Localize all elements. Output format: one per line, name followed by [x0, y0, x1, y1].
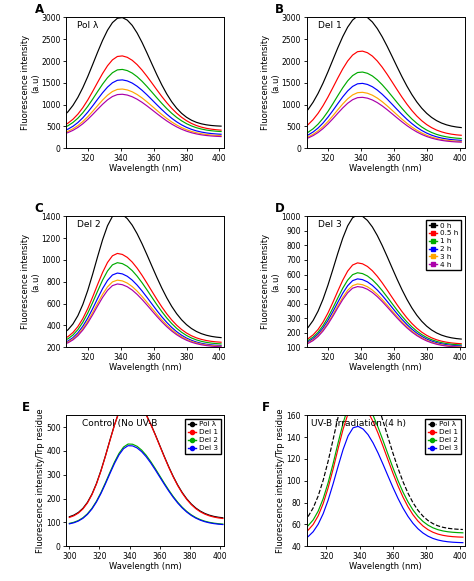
X-axis label: Wavelength (nm): Wavelength (nm) [349, 164, 422, 173]
Y-axis label: Fluorescence intensity/Trp residue: Fluorescence intensity/Trp residue [276, 408, 285, 553]
Y-axis label: Fluorescence intensity/Trp residue: Fluorescence intensity/Trp residue [36, 408, 45, 553]
X-axis label: Wavelength (nm): Wavelength (nm) [109, 363, 182, 372]
Text: D: D [275, 202, 285, 215]
X-axis label: Wavelength (nm): Wavelength (nm) [109, 164, 182, 173]
X-axis label: Wavelength (nm): Wavelength (nm) [109, 562, 182, 571]
Text: A: A [35, 3, 44, 16]
Y-axis label: Fluorescence intensity
(a.u): Fluorescence intensity (a.u) [261, 234, 280, 329]
Text: B: B [275, 3, 284, 16]
Legend: Pol λ, Del 1, Del 2, Del 3: Pol λ, Del 1, Del 2, Del 3 [185, 419, 221, 454]
Text: C: C [35, 202, 44, 215]
Y-axis label: Fluorescence intensity
(a.u): Fluorescence intensity (a.u) [21, 234, 40, 329]
Text: Del 2: Del 2 [77, 220, 101, 229]
X-axis label: Wavelength (nm): Wavelength (nm) [349, 363, 422, 372]
Y-axis label: Fluorescence intensity
(a.u): Fluorescence intensity (a.u) [261, 35, 280, 130]
Y-axis label: Fluorescence intensity
(a.u): Fluorescence intensity (a.u) [20, 35, 40, 130]
Text: Pol λ: Pol λ [77, 21, 99, 30]
Legend: 0 h, 0.5 h, 1 h, 2 h, 3 h, 4 h: 0 h, 0.5 h, 1 h, 2 h, 3 h, 4 h [426, 220, 461, 270]
Text: Del 1: Del 1 [318, 21, 341, 30]
Text: Del 3: Del 3 [318, 220, 341, 229]
Text: UV-B irradiation (4 h): UV-B irradiation (4 h) [311, 419, 406, 428]
Text: E: E [22, 401, 30, 414]
Legend: Pol λ, Del 1, Del 2, Del 3: Pol λ, Del 1, Del 2, Del 3 [425, 419, 461, 454]
Text: F: F [262, 401, 270, 414]
Text: Control (No UV-B: Control (No UV-B [82, 419, 157, 428]
X-axis label: Wavelength (nm): Wavelength (nm) [349, 562, 422, 571]
